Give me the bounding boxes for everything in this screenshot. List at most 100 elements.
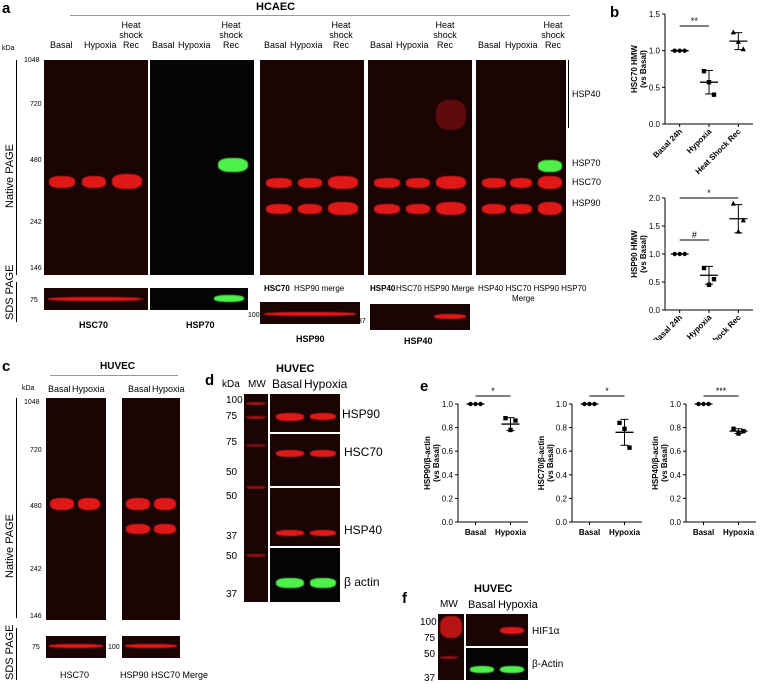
mw-50: 50 — [226, 491, 238, 502]
data-point — [468, 401, 473, 407]
chart-e-2: 0.0 0.2 0.4 0.6 0.8 1.0 HSC70/β-actin (vs Basal… — [537, 386, 642, 537]
mw-75: 75 — [30, 297, 38, 304]
panel-a-title: HCAEC — [256, 1, 296, 13]
y-tick-label: 1.0 — [556, 400, 568, 409]
mw-720: 720 — [30, 101, 42, 108]
x-tick-label: Hypoxia — [723, 528, 755, 537]
lane-basal: Basal — [478, 40, 501, 50]
label-hsp40: HSP40 — [344, 523, 383, 537]
data-point — [740, 46, 746, 52]
lane-basal: Basal — [152, 40, 175, 50]
lane-heat: Heat shock Rec — [541, 20, 565, 50]
mw-lane-f — [438, 614, 464, 680]
mw-37: 37 — [358, 318, 366, 325]
y-tick-label: 0.8 — [442, 424, 454, 433]
data-point — [508, 427, 513, 433]
x-tick-label: Hypoxia — [609, 528, 641, 537]
lane-basal: Basal — [50, 40, 73, 50]
data-point — [622, 426, 627, 431]
mw-480: 480 — [30, 503, 42, 510]
data-point — [711, 92, 717, 97]
y-tick-label: 0.4 — [442, 471, 454, 480]
significance-label: * — [605, 386, 609, 396]
data-point — [711, 277, 717, 282]
lane-heat: Heat shock Rec — [219, 20, 243, 50]
lane-hypoxia: Hypoxia — [84, 40, 117, 50]
data-point — [672, 251, 677, 257]
lane-heat: Heat shock Rec — [433, 20, 457, 50]
lane-mw: MW — [440, 599, 458, 610]
side-native-bracket — [16, 398, 17, 618]
mw-75: 75 — [424, 633, 436, 644]
y-axis-label: (vs Basal) — [639, 235, 648, 273]
mw-50: 50 — [226, 467, 238, 478]
panel-d-title: HUVEC — [276, 363, 315, 375]
label-hsp70: HSP70 — [572, 158, 601, 168]
y-axis-label: HSP90/β-actin — [423, 436, 432, 490]
bracket-hsp40 — [568, 60, 569, 128]
blot-hsp90-d — [270, 394, 340, 432]
kda-label: kDa — [22, 385, 35, 392]
lane-heat: Heat shock Rec — [329, 20, 353, 50]
data-point — [701, 265, 707, 271]
panel-f-title: HUVEC — [474, 583, 513, 595]
label-hsp90: HSP90 — [342, 407, 381, 421]
chart-b-bottom: 0.0 0.5 1.0 1.5 2.0 HSP90 HMW (vs Basal) Basal … — [630, 188, 753, 340]
y-tick-label: 0.8 — [556, 424, 568, 433]
y-tick-label: 0.6 — [556, 447, 568, 456]
significance-label: * — [491, 386, 495, 396]
title-underline — [50, 375, 178, 376]
data-point — [735, 228, 741, 234]
mw-480: 480 — [30, 157, 42, 164]
x-tick-label: Basal 24h — [651, 127, 684, 160]
merge4-a: HSP40 — [370, 284, 396, 293]
mw-50: 50 — [226, 551, 238, 562]
side-sds-bracket — [16, 282, 17, 322]
y-axis-label: HSP90 HMW — [630, 230, 639, 278]
blot-native-4 — [368, 60, 472, 275]
lane-basal: Basal — [264, 40, 287, 50]
mw-75: 75 — [226, 411, 238, 422]
blot-native-3 — [260, 60, 364, 275]
mw-242: 242 — [30, 566, 42, 573]
blot-label-hsc70: HSC70 — [60, 670, 90, 680]
data-point — [473, 401, 478, 407]
data-point — [627, 445, 632, 450]
data-point — [706, 282, 712, 287]
blot-native-c2 — [122, 398, 180, 620]
x-tick-label: Basal — [579, 528, 600, 537]
data-point — [617, 420, 622, 426]
data-point — [672, 48, 677, 53]
lane-hypoxia: Hypoxia — [178, 40, 211, 50]
mw-50: 50 — [424, 649, 436, 660]
data-point — [677, 251, 682, 257]
y-axis-label: HSC70 HMW — [630, 45, 639, 93]
data-point — [701, 69, 707, 74]
y-axis-label: (vs Basal) — [432, 444, 441, 482]
y-tick-label: 1.0 — [442, 400, 454, 409]
label-bactin: β-Actin — [532, 659, 564, 670]
data-point — [682, 251, 687, 257]
x-tick-label: Basal — [693, 528, 714, 537]
blot-label-hsc70: HSC70 — [79, 320, 109, 330]
lane-basal: Basal — [272, 377, 303, 391]
mw-75: 75 — [138, 298, 146, 305]
label-hif1a: HIF1α — [532, 626, 560, 637]
blot-label-hsp90: HSP90 — [296, 334, 325, 344]
y-axis-label: (vs Basal) — [660, 444, 669, 482]
merge3-a: HSC70 — [264, 284, 290, 293]
blot-hsp40-d — [270, 488, 340, 546]
data-point — [587, 401, 592, 407]
sds-strip-2 — [150, 288, 248, 310]
label-hsp90: HSP90 — [572, 198, 601, 208]
panel-label-a: a — [2, 0, 11, 17]
lane-basal: Basal — [370, 40, 393, 50]
x-tick-label: Hypoxia — [685, 127, 714, 156]
mw-75: 75 — [226, 437, 238, 448]
y-tick-label: 0.6 — [670, 447, 682, 456]
y-axis-label: HSC70/β-actin — [537, 436, 546, 490]
y-tick-label: 0.0 — [649, 120, 661, 129]
side-native-bracket — [16, 60, 17, 275]
y-tick-label: 0.5 — [649, 278, 661, 287]
